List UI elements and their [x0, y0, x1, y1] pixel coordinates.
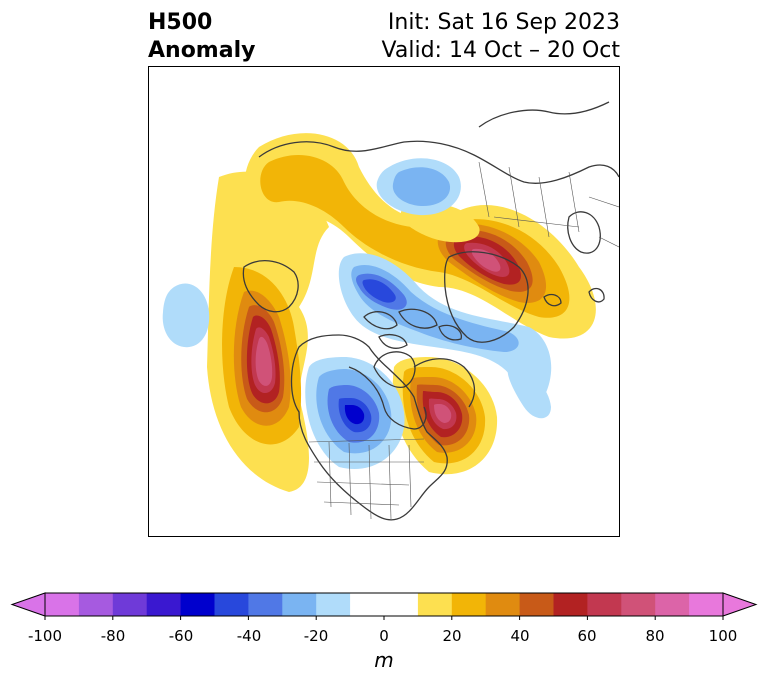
colorbar-bin [316, 593, 351, 616]
colorbar-bin [350, 593, 419, 616]
map-title: H500 Anomaly [148, 9, 255, 65]
init-date: Init: Sat 16 Sep 2023 [387, 10, 620, 35]
colorbar-bin [78, 593, 114, 616]
trough-north-atlantic [507, 367, 551, 419]
colorbar-bin [655, 593, 690, 616]
anomaly-map-canvas [162, 101, 619, 521]
political-borders [308, 161, 619, 520]
trough-canadian-arctic [338, 253, 552, 410]
colorbar-tick: 0 [379, 627, 389, 645]
colorbar [0, 588, 768, 628]
colorbar-bin [689, 593, 724, 616]
colorbar-bin [45, 593, 80, 616]
colorbar-bin [112, 593, 148, 616]
colorbar-tick: -20 [303, 627, 329, 645]
colorbar-tick: -60 [168, 627, 194, 645]
ridge-siberia [244, 133, 596, 339]
colorbar-bin [519, 593, 554, 616]
colorbar-tick: 40 [510, 627, 530, 645]
colorbar-bin [282, 593, 317, 616]
colorbar-tick: 60 [577, 627, 597, 645]
colorbar-bin [451, 593, 487, 616]
colorbar-bin [553, 593, 588, 616]
colorbar-bin [621, 593, 656, 616]
colorbar-tick: -80 [100, 627, 126, 645]
anomaly-map [148, 66, 620, 537]
title-line-1: H500 [148, 10, 213, 35]
valid-period: Valid: 14 Oct – 20 Oct [381, 38, 620, 63]
trough-north-pacific [162, 283, 210, 348]
colorbar-over-arrow [722, 592, 758, 617]
colorbar-bin [214, 593, 249, 616]
forecast-dates: Init: Sat 16 Sep 2023 Valid: 14 Oct – 20… [382, 9, 620, 65]
colorbar-bin [248, 593, 283, 616]
colorbar-tick: -40 [236, 627, 262, 645]
colorbar-under-arrow [10, 592, 46, 617]
colorbar-bin [180, 593, 215, 616]
trough-arctic-ocean [376, 158, 461, 216]
colorbar-tick: 100 [708, 627, 738, 645]
colorbar-bin [146, 593, 182, 616]
colorbar-bin [587, 593, 622, 616]
trough-central-canada [305, 357, 405, 469]
colorbar-tick: 80 [645, 627, 665, 645]
ridge-eastern-canada [392, 357, 498, 475]
colorbar-svg [10, 592, 758, 620]
colorbar-tick: -100 [27, 627, 63, 645]
ridge-western-north-america [207, 171, 329, 492]
colorbar-tick: 20 [442, 627, 462, 645]
colorbar-bin [417, 593, 453, 616]
colorbar-bin [485, 593, 521, 616]
title-line-2: Anomaly [148, 38, 256, 63]
colorbar-unit: m [374, 648, 394, 672]
